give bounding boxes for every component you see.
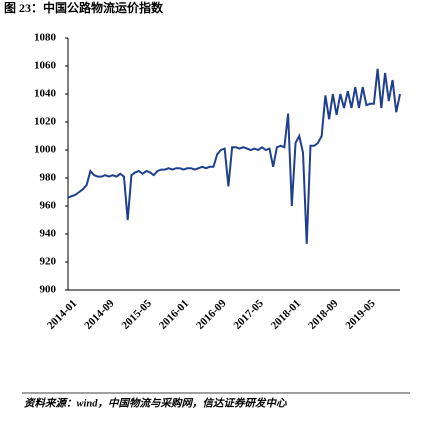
y-tick-label: 900 xyxy=(40,284,57,296)
x-tick-label: 2016-01 xyxy=(157,297,191,331)
y-tick-label: 1000 xyxy=(34,144,57,156)
y-tick-label: 1020 xyxy=(34,116,57,128)
chart-title: 图 23：中国公路物流运价指数 xyxy=(4,0,164,15)
x-tick-label: 2014-01 xyxy=(45,297,79,331)
y-tick-label: 940 xyxy=(40,228,57,240)
source: 资料来源：wind，中国物流与采购网，信达证券研发中心 xyxy=(24,396,287,409)
x-tick-label: 2016-09 xyxy=(194,297,229,332)
x-tick-label: 2015-05 xyxy=(120,297,155,332)
line-series xyxy=(67,68,401,244)
x-tick-label: 2017-05 xyxy=(231,297,266,332)
y-tick-label: 980 xyxy=(40,172,57,184)
x-tick-label: 2014-09 xyxy=(82,297,117,332)
y-tick-label: 920 xyxy=(40,256,57,268)
y-tick-label: 1040 xyxy=(34,88,57,100)
x-tick-label: 2019-05 xyxy=(343,297,378,332)
y-tick-label: 1060 xyxy=(34,60,57,72)
y-tick-label: 960 xyxy=(40,200,57,212)
y-tick-label: 1080 xyxy=(34,32,57,44)
x-tick-label: 2018-01 xyxy=(269,297,303,331)
x-tick-label: 2018-09 xyxy=(306,297,341,332)
